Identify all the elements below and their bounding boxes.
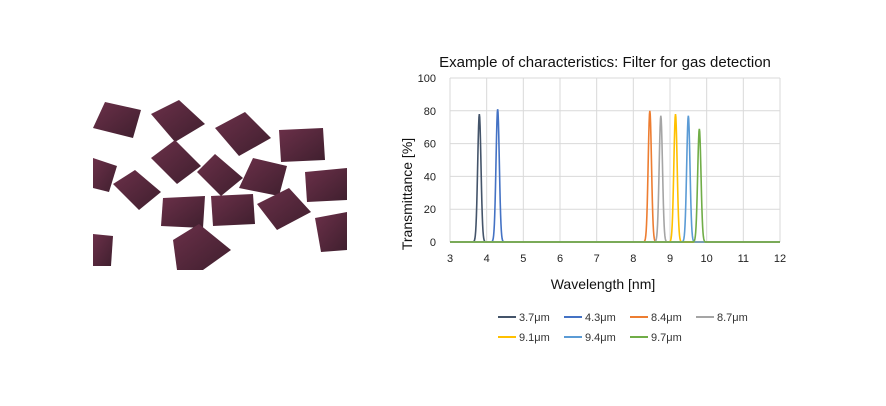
x-tick-label: 8: [630, 253, 636, 265]
filter-chip-group: [93, 100, 347, 270]
x-tick-label: 5: [520, 253, 526, 265]
y-tick-label: 100: [418, 73, 436, 85]
x-tick-label: 11: [738, 253, 749, 265]
x-axis-title: Wavelength [nm]: [551, 276, 656, 292]
legend-label: 9.1μm: [519, 332, 550, 344]
y-tick-label: 80: [424, 106, 436, 118]
legend-label: 3.7μm: [519, 312, 550, 324]
y-tick-label: 20: [424, 204, 436, 216]
y-axis-title: Transmittance [%]: [399, 138, 415, 250]
filter-chips-photo: [93, 100, 347, 270]
legend-label: 4.3μm: [585, 312, 616, 324]
x-tick-label: 10: [701, 253, 713, 265]
chart-legend: 3.7μm 4.3μm 8.4μm 8.7μm 9.1μm 9.4μm 9.7μm: [498, 312, 748, 344]
series-line: [450, 109, 780, 243]
legend-label: 8.7μm: [717, 312, 748, 324]
y-tick-label: 40: [424, 171, 436, 183]
x-tick-label: 3: [447, 253, 453, 265]
x-tick-label: 6: [557, 253, 563, 265]
legend-label: 9.4μm: [585, 332, 616, 344]
legend-label: 8.4μm: [651, 312, 682, 324]
y-tick-label: 0: [430, 237, 436, 249]
x-tick-label: 12: [774, 253, 786, 265]
y-tick-labels: 0 20 40 60 80 100: [418, 73, 436, 249]
series-lines: [450, 109, 780, 243]
transmittance-chart: Example of characteristics: Filter for g…: [399, 54, 786, 344]
x-tick-labels: 3 4 5 6 7 8 9 10 11 12: [447, 253, 786, 265]
x-tick-label: 4: [484, 253, 490, 265]
chart-title: Example of characteristics: Filter for g…: [439, 54, 771, 71]
series-line: [450, 128, 780, 243]
x-tick-label: 9: [667, 253, 673, 265]
y-tick-label: 60: [424, 139, 436, 151]
x-tick-label: 7: [594, 253, 600, 265]
legend-label: 9.7μm: [651, 332, 682, 344]
